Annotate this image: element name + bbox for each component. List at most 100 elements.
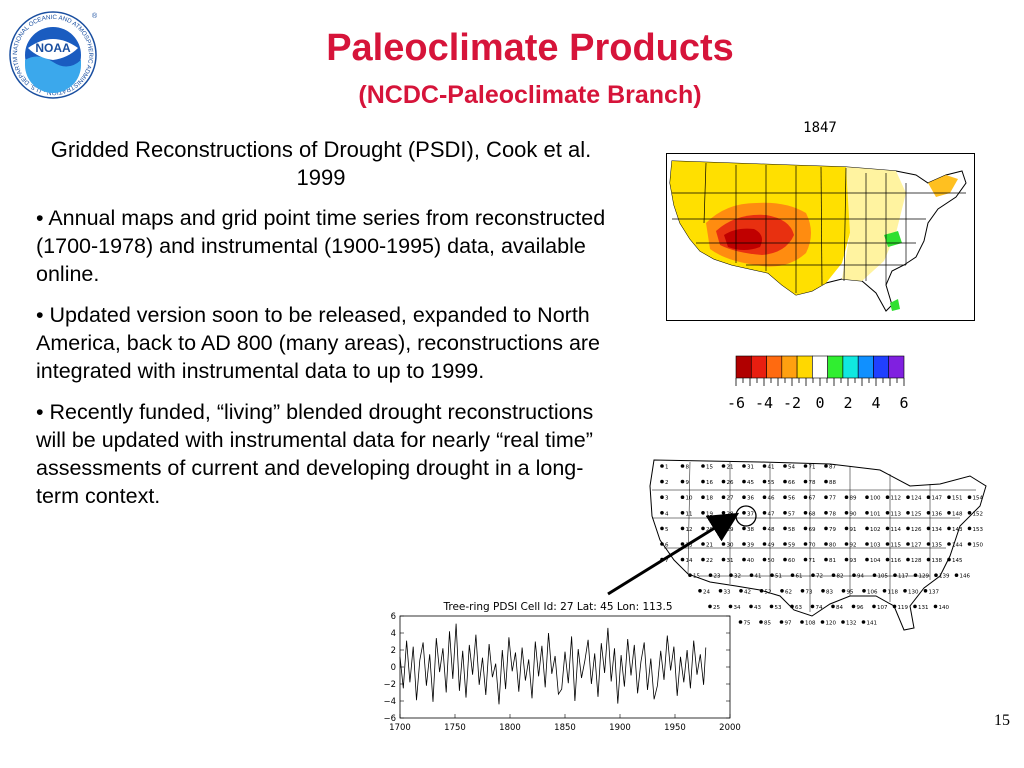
grid-point-label: 91 (850, 527, 857, 533)
grid-point-label: 33 (724, 589, 731, 595)
grid-point-label: 87 (829, 465, 836, 471)
grid-point (680, 479, 685, 484)
grid-point (680, 542, 685, 546)
grid-point (824, 495, 828, 499)
grid-point (742, 479, 746, 484)
grid-point-label: 22 (706, 558, 713, 564)
color-swatch-4 (796, 355, 813, 379)
grid-point (742, 464, 746, 468)
grid-point (701, 526, 705, 531)
grid-point-label: 58 (788, 527, 795, 533)
x-tick-label: 2000 (719, 723, 741, 733)
grid-point (783, 557, 787, 562)
grid-point-label: 3 (665, 496, 669, 502)
grid-point-label: 12 (686, 527, 693, 533)
grid-point (926, 542, 931, 546)
grid-point (803, 557, 808, 562)
grid-point (680, 557, 685, 562)
grid-point (738, 620, 743, 624)
grid-point (739, 589, 743, 593)
grid-point-label: 81 (829, 558, 836, 564)
pdsi-time-series-chart: Tree-ring PDSI Cell Id: 27 Lat: 45 Lon: … (383, 601, 741, 733)
grid-point-label: 144 (952, 543, 963, 549)
grid-point-label: 124 (911, 496, 922, 502)
x-tick-label: 1850 (554, 723, 576, 733)
grid-point (947, 557, 951, 562)
grid-point-label: 72 (816, 574, 823, 580)
grid-point (811, 573, 815, 577)
grid-point (800, 589, 805, 593)
bullet-2: • Updated version soon to be released, e… (36, 303, 601, 383)
grid-point (803, 511, 808, 515)
grid-point-label: 127 (911, 543, 922, 549)
grid-point (865, 511, 869, 515)
drought-map-1847 (666, 153, 975, 321)
grid-point-label: 100 (870, 496, 881, 502)
grid-point-label: 105 (878, 574, 889, 580)
grid-point (967, 542, 972, 546)
grid-point-label: 69 (809, 527, 816, 533)
grid-point (701, 557, 705, 562)
grid-point-label: 148 (952, 511, 963, 517)
grid-point-map: 1 8 15 21 31 41 54 71 872 9 16 26 45 55 66 78 883 10 18 27 3… (649, 459, 987, 631)
grid-point (742, 526, 746, 531)
logo-center-text: NOAA (35, 41, 71, 55)
color-swatch-5 (812, 355, 828, 379)
grid-point-label: 26 (727, 480, 734, 486)
grid-point-label: 79 (829, 527, 836, 533)
grid-point (934, 573, 938, 577)
grid-point (841, 589, 846, 593)
grid-point-label: 141 (867, 621, 878, 627)
grid-point (831, 573, 836, 577)
noaa-logo: NATIONAL OCEANIC AND ATMOSPHERIC ADMINIS… (8, 10, 98, 99)
grid-point-label: 96 (857, 605, 864, 611)
grid-point-label: 47 (768, 511, 775, 517)
grid-point-label: 89 (850, 496, 857, 502)
grid-point (872, 573, 877, 577)
grid-point (762, 557, 767, 562)
grid-point-label: 52 (765, 589, 772, 595)
grid-point-label: 128 (911, 558, 922, 564)
grid-point (749, 573, 754, 577)
y-tick-label: −4 (383, 697, 396, 707)
grid-point-label: 84 (836, 605, 843, 611)
grid-point-label: 4 (665, 511, 669, 517)
grid-point (844, 511, 849, 515)
grid-point-label: 54 (788, 465, 795, 471)
grid-point-label: 78 (809, 480, 816, 486)
grid-point-label: 137 (929, 589, 940, 595)
grid-point-label: 27 (727, 496, 734, 502)
chart-title: Tree-ring PDSI Cell Id: 27 Lat: 45 Lon: … (442, 601, 672, 613)
grid-point (824, 479, 828, 484)
grid-point (660, 511, 664, 515)
grid-point-label: 95 (847, 589, 854, 595)
grid-point (852, 573, 856, 577)
grid-point-label: 5 (665, 527, 669, 533)
grid-point-label: 49 (768, 543, 775, 549)
grid-point-label: 61 (796, 574, 803, 580)
grid-point (824, 464, 828, 468)
x-tick-label: 1900 (609, 723, 631, 733)
grid-point-label: 78 (829, 511, 836, 517)
grid-point (688, 573, 692, 577)
grid-point (865, 495, 869, 499)
grid-point-label: 32 (734, 574, 741, 580)
scale-label-3: 0 (815, 394, 824, 412)
grid-point (885, 557, 890, 562)
grid-point (660, 464, 664, 468)
grid-point-label: 50 (768, 558, 775, 564)
grid-point-label: 130 (908, 589, 919, 595)
grid-point-label: 101 (870, 511, 881, 517)
grid-point (660, 542, 664, 546)
scale-label-0: -6 (727, 394, 745, 412)
bullet-1: • Annual maps and grid point time series… (36, 206, 606, 286)
grid-point-label: 31 (747, 465, 754, 471)
grid-point (926, 526, 931, 531)
grid-point (824, 511, 828, 515)
grid-point-label: 74 (816, 605, 823, 611)
grid-point (913, 573, 918, 577)
grid-point (742, 511, 746, 515)
grid-point-label: 126 (911, 527, 922, 533)
grid-point-label: 18 (706, 496, 713, 502)
color-scale-bar: -6 -4 -2 0 2 4 6 (727, 355, 909, 412)
